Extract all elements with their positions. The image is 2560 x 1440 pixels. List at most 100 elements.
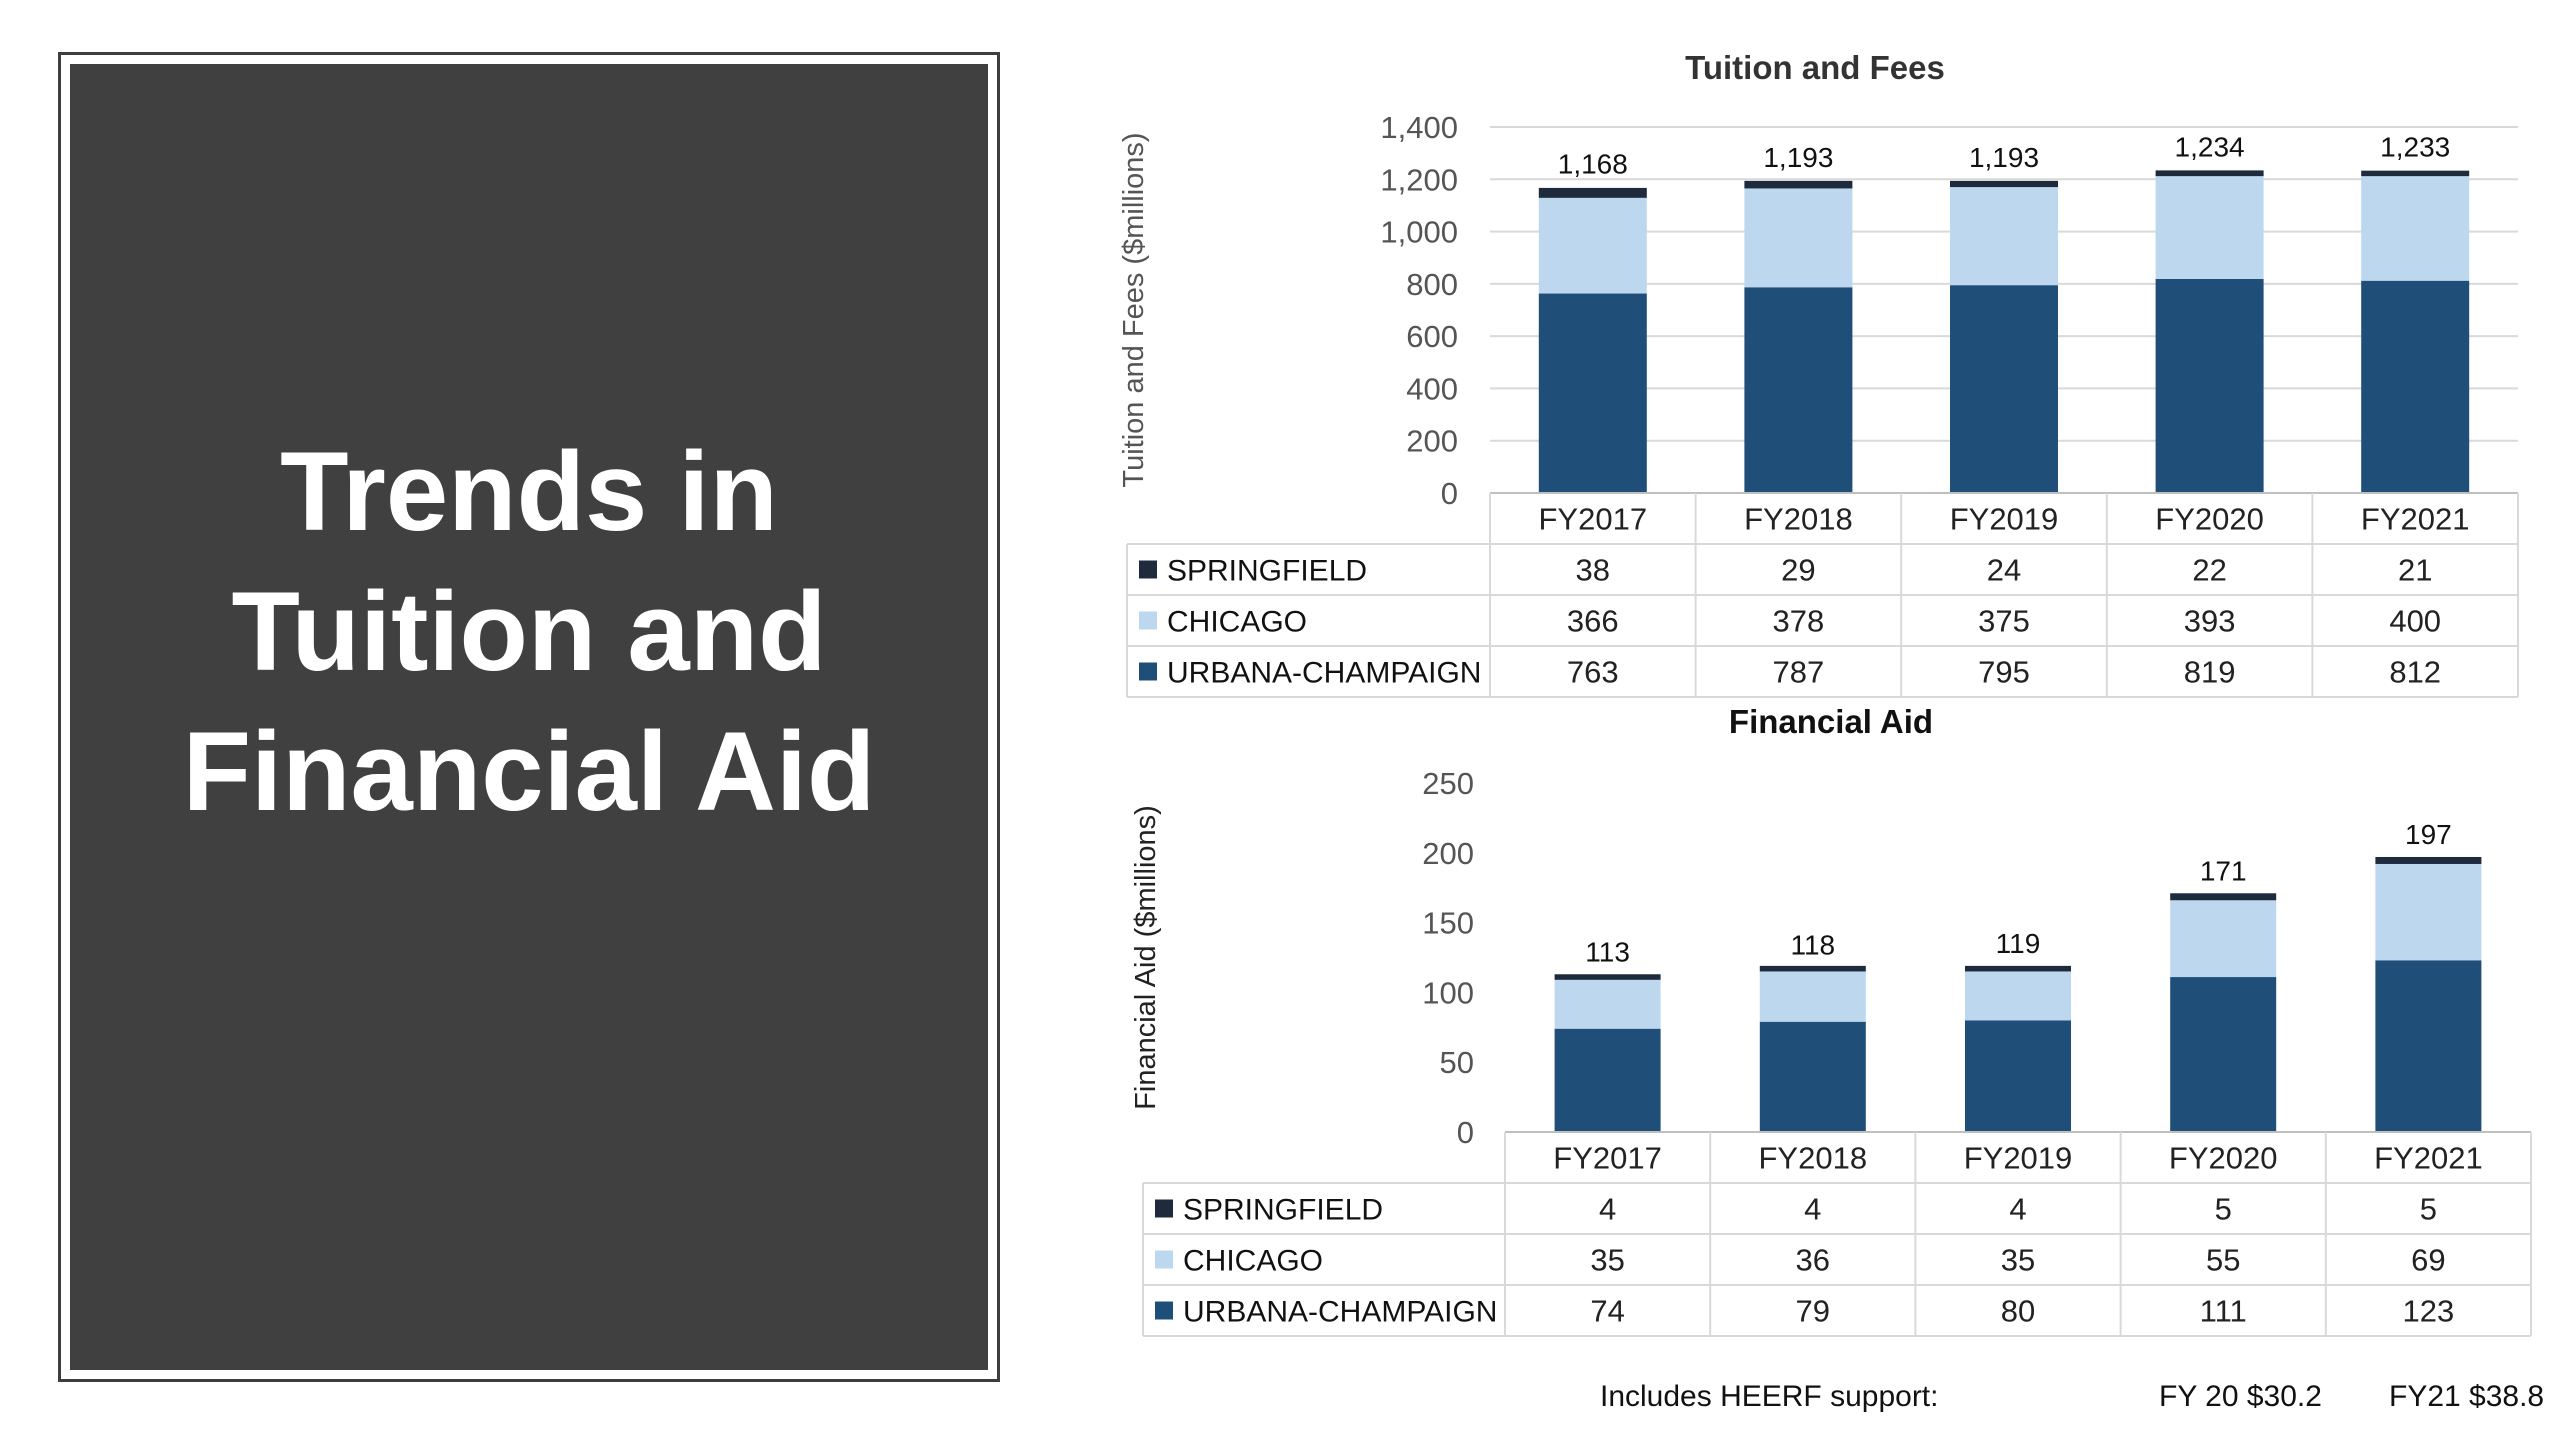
y-tick-label: 200 <box>1406 424 1458 459</box>
table-cell: 4 <box>2009 1192 2026 1227</box>
total-label: 118 <box>1790 929 1835 960</box>
y-axis-label: Tuition and Fees ($millions) <box>1118 132 1150 487</box>
footnote-fy20: FY 20 $30.2 <box>2159 1380 2322 1413</box>
category-label: FY2021 <box>2361 502 2470 537</box>
slide-title-line-1: Trends in <box>280 429 778 554</box>
table-cell: 5 <box>2215 1192 2232 1227</box>
bar-springfield <box>2361 170 2470 177</box>
bar-springfield <box>1950 180 2058 188</box>
category-label: FY2017 <box>1539 502 1648 537</box>
legend-springfield-label: SPRINGFIELD <box>1167 555 1367 588</box>
table-cell: 378 <box>1773 604 1825 639</box>
legend-chicago-swatch <box>1139 611 1157 630</box>
title-panel: Trends in Tuition and Financial Aid <box>58 52 1000 1382</box>
bar-springfield <box>1538 187 1647 198</box>
total-label: 197 <box>2405 819 2452 850</box>
category-label: FY2020 <box>2169 1141 2278 1176</box>
footnote-fy21: FY21 $38.8 <box>2389 1380 2545 1413</box>
y-tick-label: 200 <box>1422 836 1474 871</box>
table-cell: 21 <box>2398 553 2432 588</box>
y-tick-label: 1,000 <box>1380 215 1458 250</box>
total-label: 1,193 <box>1763 142 1833 173</box>
category-label: FY2019 <box>1964 1141 2073 1176</box>
y-tick-label: 1,400 <box>1380 110 1458 145</box>
table-cell: 38 <box>1576 553 1610 588</box>
table-cell: 35 <box>1590 1243 1624 1278</box>
y-axis-label: Financial Aid ($millions) <box>1130 805 1162 1110</box>
legend-urbana-champaign-label: URBANA-CHAMPAIGN <box>1183 1296 1497 1329</box>
y-tick-label: 1,200 <box>1380 162 1458 197</box>
bar-springfield <box>1965 965 2071 972</box>
table-cell: 787 <box>1773 655 1825 690</box>
y-tick-label: 600 <box>1406 319 1458 354</box>
total-label: 119 <box>1996 928 2041 959</box>
legend-springfield-label: SPRINGFIELD <box>1183 1194 1383 1227</box>
total-label: 1,193 <box>1969 142 2039 173</box>
bar-chicago <box>1759 971 1866 1022</box>
total-label: 1,168 <box>1558 149 1628 180</box>
table-cell: 111 <box>2200 1294 2247 1329</box>
table-cell: 795 <box>1978 655 2030 690</box>
bar-chicago <box>1554 979 1661 1029</box>
bar-urbana-champaign <box>1950 285 2058 493</box>
bar-urbana-champaign <box>1538 293 1647 493</box>
table-cell: 4 <box>1804 1192 1821 1227</box>
bar-chicago <box>1538 197 1647 294</box>
title-panel-inner: Trends in Tuition and Financial Aid <box>70 64 988 1370</box>
category-label: FY2021 <box>2374 1141 2483 1176</box>
slide-title-line-3: Financial Aid <box>182 709 876 834</box>
legend-springfield-swatch <box>1155 1199 1173 1218</box>
y-tick-label: 150 <box>1422 906 1474 941</box>
legend-springfield-swatch <box>1139 560 1157 579</box>
bar-chicago <box>1965 971 2071 1021</box>
table-cell: 4 <box>1599 1192 1616 1227</box>
bar-chicago <box>1744 188 1853 288</box>
total-label: 1,234 <box>2175 131 2245 162</box>
table-cell: 366 <box>1567 604 1619 639</box>
bar-springfield <box>2155 170 2264 177</box>
heerf-footnote: Includes HEERF support: FY 20 $30.2 FY21… <box>0 1380 2560 1420</box>
slide-title: Trends in Tuition and Financial Aid <box>183 422 876 842</box>
table-cell: 22 <box>2192 553 2226 588</box>
y-tick-label: 0 <box>1457 1115 1474 1150</box>
bar-urbana-champaign <box>2375 960 2482 1132</box>
bar-springfield <box>1759 965 1866 972</box>
y-tick-label: 100 <box>1422 975 1474 1010</box>
bar-springfield <box>2170 893 2277 901</box>
legend-chicago-swatch <box>1155 1250 1173 1269</box>
bar-urbana-champaign <box>2170 977 2277 1132</box>
y-tick-label: 50 <box>1440 1045 1474 1080</box>
table-cell: 819 <box>2184 655 2236 690</box>
bar-springfield <box>1554 974 1661 980</box>
bar-springfield <box>1744 180 1853 189</box>
y-tick-label: 800 <box>1406 267 1458 302</box>
total-label: 113 <box>1585 936 1630 967</box>
y-tick-label: 0 <box>1441 476 1458 511</box>
y-tick-label: 250 <box>1422 766 1474 801</box>
table-cell: 812 <box>2389 655 2441 690</box>
bar-urbana-champaign <box>1965 1020 2071 1132</box>
footnote-label: Includes HEERF support: <box>1600 1380 1939 1413</box>
table-cell: 29 <box>1781 553 1815 588</box>
bar-chicago <box>2170 900 2277 978</box>
bar-urbana-champaign <box>2361 280 2470 493</box>
legend-chicago-label: CHICAGO <box>1167 606 1307 639</box>
category-label: FY2019 <box>1950 502 2059 537</box>
table-cell: 5 <box>2420 1192 2437 1227</box>
category-label: FY2018 <box>1744 502 1853 537</box>
table-cell: 393 <box>2184 604 2236 639</box>
legend-urbana-champaign-label: URBANA-CHAMPAIGN <box>1167 657 1481 690</box>
total-label: 171 <box>2200 855 2247 886</box>
bar-chicago <box>2155 176 2264 279</box>
table-cell: 400 <box>2389 604 2441 639</box>
bar-urbana-champaign <box>1554 1028 1661 1132</box>
bar-urbana-champaign <box>1759 1021 1866 1132</box>
bar-urbana-champaign <box>2155 278 2264 493</box>
category-label: FY2018 <box>1759 1141 1868 1176</box>
bar-urbana-champaign <box>1744 287 1853 493</box>
table-cell: 36 <box>1796 1243 1830 1278</box>
bar-chicago <box>2361 176 2470 281</box>
table-cell: 763 <box>1567 655 1619 690</box>
category-label: FY2017 <box>1553 1141 1662 1176</box>
table-cell: 55 <box>2206 1243 2240 1278</box>
